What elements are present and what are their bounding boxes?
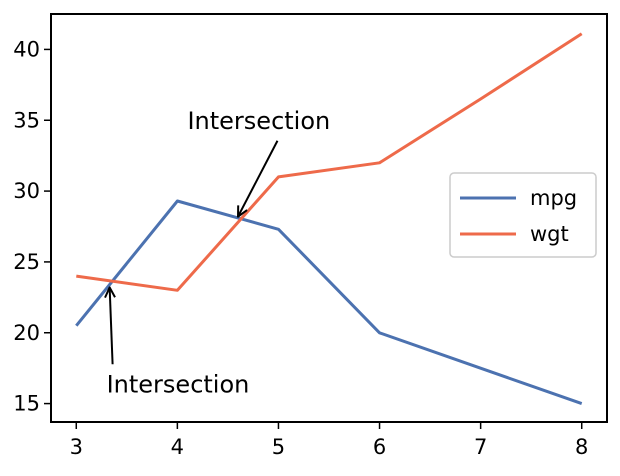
y-tick-label: 25 <box>13 250 40 274</box>
legend: mpg wgt <box>449 172 597 258</box>
x-tick-label: 6 <box>373 435 386 459</box>
axes-frame <box>50 13 608 423</box>
x-tick-label: 8 <box>575 435 588 459</box>
y-tick-label: 20 <box>13 321 40 345</box>
annotation-arrow <box>110 287 113 365</box>
legend-label-mpg: mpg <box>530 186 577 210</box>
x-tick-label: 3 <box>70 435 83 459</box>
plot-area: Intersection Intersection 3 4 5 6 7 8 15 20 25 30 35… <box>13 13 608 459</box>
annotation-label: Intersection <box>107 370 250 398</box>
legend-label-wgt: wgt <box>530 222 569 246</box>
legend-box <box>449 172 597 258</box>
y-tick-label: 40 <box>13 37 40 61</box>
x-tick-label: 7 <box>474 435 487 459</box>
series-line-mpg <box>75 199 583 406</box>
y-tick-label: 15 <box>13 392 40 416</box>
x-tick-label: 5 <box>272 435 285 459</box>
annotation-label: Intersection <box>187 107 330 135</box>
annotation-arrow <box>238 140 279 217</box>
y-tick-label: 30 <box>13 179 40 203</box>
y-tick-label: 35 <box>13 108 40 132</box>
x-tick-label: 4 <box>171 435 184 459</box>
series-line-wgt <box>76 32 583 292</box>
